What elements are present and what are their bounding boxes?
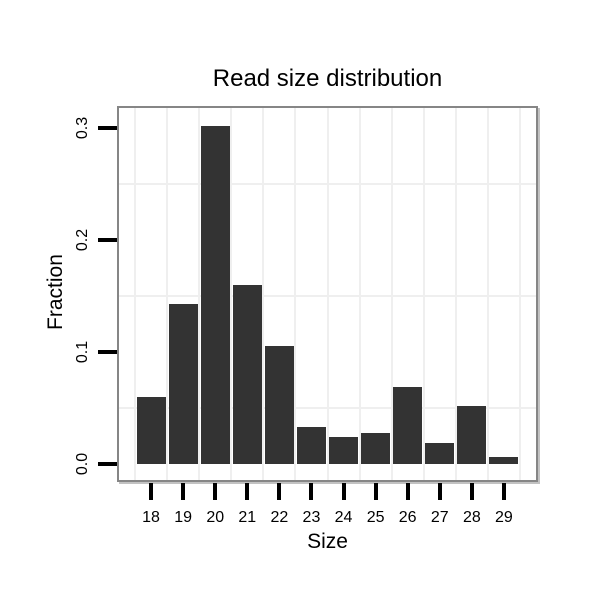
- y-axis-tick: [98, 350, 117, 354]
- chart-title: Read size distribution: [212, 65, 443, 92]
- x-axis-tick: [501, 483, 506, 500]
- h-gridline: [119, 295, 536, 297]
- x-tick-label: 23: [302, 509, 321, 526]
- v-gridline: [166, 108, 169, 480]
- y-axis-tick: [98, 238, 117, 242]
- x-tick-label: 25: [366, 509, 385, 526]
- v-gridline: [422, 108, 425, 480]
- x-axis-tick: [309, 483, 314, 500]
- h-gridline: [119, 407, 536, 409]
- v-gridline: [358, 108, 361, 480]
- y-axis-title: Fraction: [44, 254, 67, 330]
- bar-size-29: [489, 457, 519, 464]
- v-gridline: [134, 108, 137, 480]
- y-tick-label: 0.0: [74, 452, 91, 476]
- x-tick-label: 21: [238, 509, 257, 526]
- x-axis-tick: [277, 483, 282, 500]
- bar-size-28: [457, 405, 487, 464]
- v-gridline: [230, 108, 233, 480]
- bar-size-25: [361, 432, 391, 464]
- x-tick-label: 24: [334, 509, 353, 526]
- y-tick-label: 0.2: [74, 228, 91, 252]
- x-axis-tick: [341, 483, 346, 500]
- v-gridline: [518, 108, 521, 480]
- bar-size-19: [168, 303, 198, 464]
- v-gridline: [454, 108, 457, 480]
- y-axis-tick: [98, 462, 117, 466]
- x-axis-tick: [405, 483, 410, 500]
- v-gridline: [486, 108, 489, 480]
- x-tick-label: 18: [142, 509, 160, 526]
- bar-size-26: [393, 386, 423, 464]
- x-tick-label: 29: [495, 509, 513, 526]
- bar-size-27: [425, 442, 455, 464]
- x-tick-label: 20: [206, 509, 225, 526]
- x-axis-tick: [469, 483, 474, 500]
- x-tick-label: 28: [462, 509, 481, 526]
- x-axis-title: Size: [307, 530, 348, 553]
- v-gridline: [326, 108, 329, 480]
- x-tick-label: 19: [174, 509, 193, 526]
- x-axis-tick: [181, 483, 186, 500]
- v-gridline: [390, 108, 393, 480]
- y-tick-label: 0.1: [74, 340, 91, 364]
- x-axis-tick: [245, 483, 250, 500]
- x-axis-tick: [149, 483, 154, 500]
- y-axis-tick: [98, 126, 117, 130]
- x-tick-label: 22: [270, 509, 289, 526]
- x-axis-tick: [437, 483, 442, 500]
- bar-size-24: [329, 437, 359, 464]
- bar-size-20: [200, 125, 230, 464]
- v-gridline: [262, 108, 265, 480]
- plot-area: [117, 106, 538, 482]
- v-gridline: [198, 108, 201, 480]
- v-gridline: [294, 108, 297, 480]
- y-tick-label: 0.3: [74, 116, 91, 140]
- x-axis-tick: [373, 483, 378, 500]
- bar-size-22: [264, 346, 294, 464]
- bar-size-18: [136, 396, 166, 464]
- bar-size-21: [232, 284, 262, 464]
- x-axis-tick: [213, 483, 218, 500]
- x-tick-label: 27: [430, 509, 449, 526]
- bar-size-23: [296, 427, 326, 464]
- h-gridline: [119, 183, 536, 185]
- x-tick-label: 26: [398, 509, 417, 526]
